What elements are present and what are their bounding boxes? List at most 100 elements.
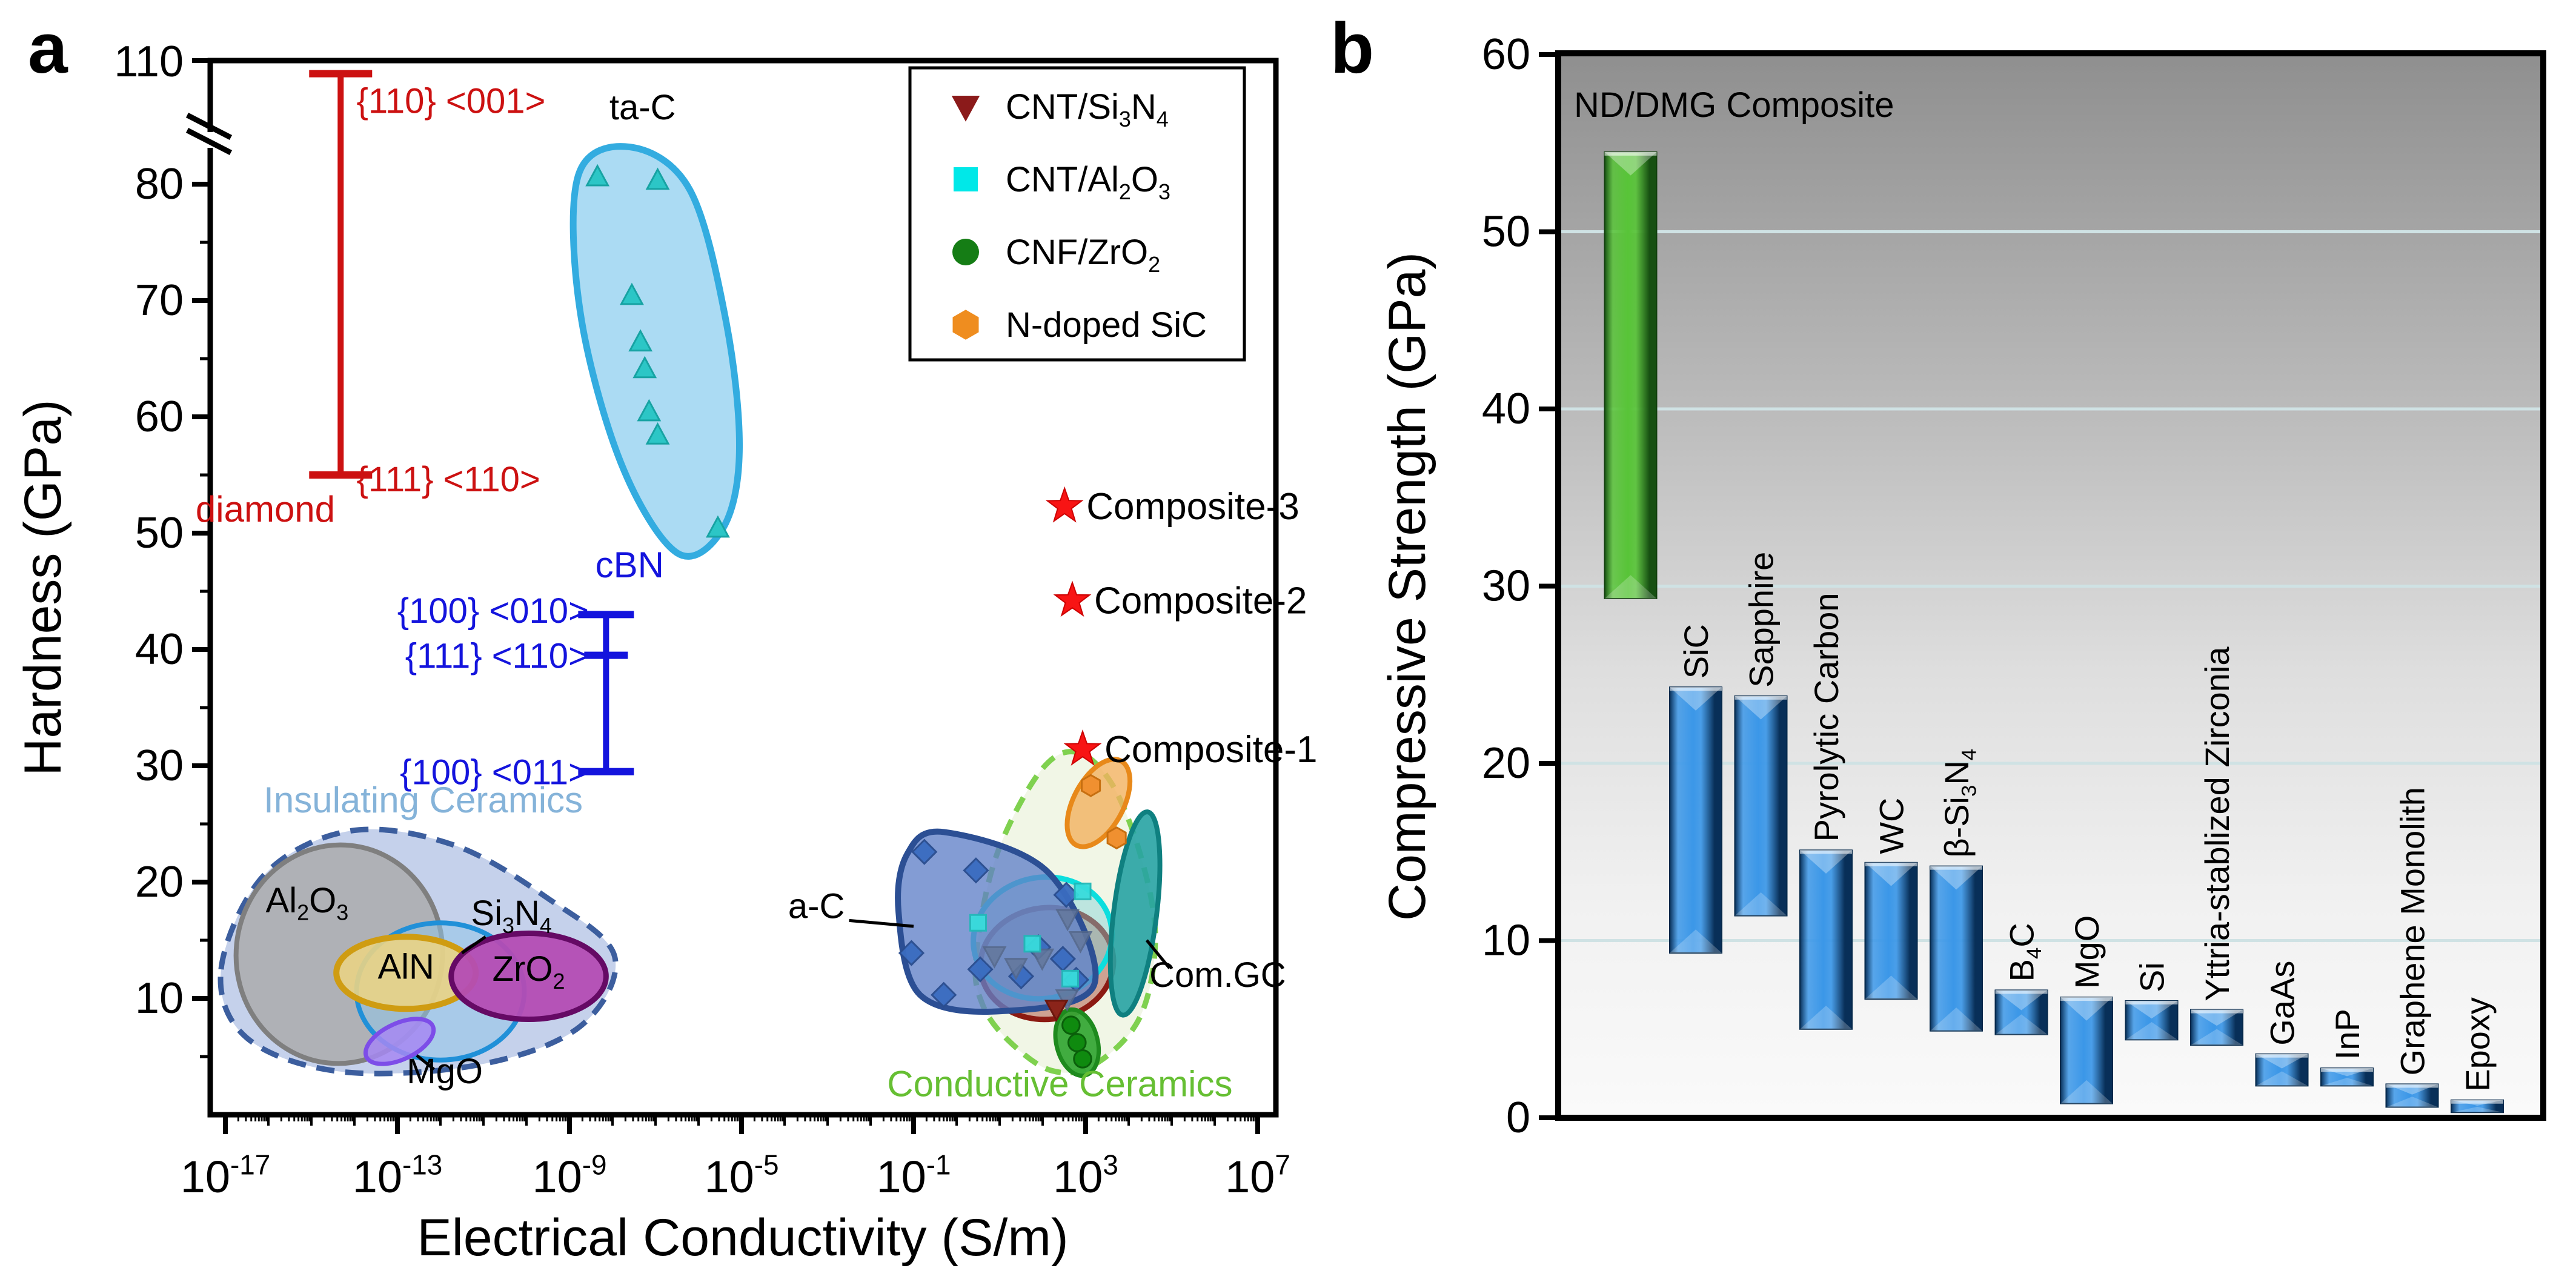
legend-label: CNF/ZrO2	[1006, 233, 1160, 277]
triangle-down-marker	[982, 946, 1007, 969]
y-tick-label: 50	[135, 509, 184, 557]
triangle-up-marker	[628, 329, 653, 352]
y-tick-label: 40	[1482, 385, 1530, 433]
bar-mgo	[2060, 997, 2113, 1104]
triangle-up-marker	[620, 282, 644, 305]
legend-label: CNT/Al2O3	[1006, 160, 1170, 204]
bar-si	[2125, 1000, 2179, 1041]
x-tick-label: 10-9	[532, 1149, 606, 1202]
bar-label: Yttria-stablized Zirconia	[2198, 646, 2236, 1001]
y-tick-label: 40	[135, 625, 184, 674]
bar-wc	[1864, 861, 1918, 1000]
diamond-bottom-label: {111} <110>	[357, 460, 540, 499]
star-label: Composite-2	[1094, 580, 1307, 622]
circle-marker	[1067, 1033, 1087, 1052]
region-label: AlN	[377, 947, 434, 986]
panel-a-legend: CNT/Si3N4 CNT/Al2O3 CNF/ZrO2 N-doped SiC	[908, 66, 1246, 362]
label-pointer-line	[1145, 939, 1171, 969]
bar-label: Pyrolytic Carbon	[1807, 593, 1845, 842]
star-label: Composite-1	[1104, 729, 1317, 771]
region-label: MgO	[407, 1052, 483, 1091]
bar-label: Si	[2133, 962, 2171, 992]
region-label: Com.GC	[1149, 955, 1286, 995]
diamond-marker	[911, 838, 938, 865]
x-tick-label: 10-1	[876, 1149, 951, 1202]
cBN-bottom-label: {100} <011>	[400, 753, 589, 792]
bar-label: InP	[2328, 1009, 2366, 1060]
region-ZrO2	[448, 930, 609, 1023]
triangle-down-marker	[1055, 909, 1080, 932]
region-label: ta-C	[609, 88, 676, 127]
label-pointer-line	[849, 918, 914, 928]
x-tick-label: 103	[1053, 1149, 1118, 1202]
panel-b-y-axis-title: Compressive Strength (GPa)	[1378, 252, 1436, 921]
region-ta-C-region	[569, 143, 743, 560]
x-tick-label: 10-17	[181, 1149, 271, 1202]
region-label: Al2O3	[266, 881, 349, 925]
diamond-marker	[931, 981, 957, 1008]
bar--si-3-n-4-	[1930, 865, 1983, 1032]
y-tick-label: 30	[1482, 562, 1530, 611]
star-label: Composite-3	[1086, 486, 1299, 528]
bar-sic	[1669, 686, 1722, 954]
hexagon-marker	[952, 310, 979, 340]
bar-gaas	[2255, 1053, 2309, 1087]
y-tick-label: 60	[135, 393, 184, 441]
y-tick-label: 0	[1506, 1094, 1530, 1142]
triangle-up-marker	[637, 399, 662, 422]
triangle-up-marker	[632, 356, 657, 379]
circle-marker	[1073, 1049, 1092, 1069]
x-tick-label: 10-5	[704, 1149, 778, 1202]
region-MgO	[363, 1017, 436, 1066]
triangle-down-marker	[1044, 1000, 1069, 1023]
bar-label: β-Si3N4	[1937, 749, 1980, 858]
diamond-marker	[967, 956, 994, 983]
label-pointer-line	[461, 935, 486, 955]
bar-nd-dmg-composite	[1604, 151, 1658, 599]
y-tick-label: 20	[135, 858, 184, 906]
triangle-down-marker	[951, 96, 980, 122]
legend-label: N-doped SiC	[1006, 305, 1207, 345]
axis-break-slash	[185, 112, 233, 141]
circle-marker	[952, 239, 979, 265]
bar-label: Graphene Monolith	[2394, 787, 2432, 1075]
bar-label: Sapphire	[1742, 552, 1781, 688]
diamond-marker	[898, 940, 925, 966]
region-label: a-C	[788, 887, 845, 926]
bar-label: ND/DMG Composite	[1574, 85, 1894, 125]
bar-graphene-monolith	[2385, 1083, 2439, 1108]
bar-label: MgO	[2068, 915, 2106, 989]
triangle-down-marker	[1068, 931, 1093, 954]
circle-marker	[1061, 1015, 1081, 1035]
bar-label: GaAs	[2263, 961, 2302, 1046]
star-composite-1	[1063, 729, 1102, 766]
y-tick-label: 50	[1482, 208, 1530, 256]
diamond-marker	[963, 857, 989, 884]
square-marker	[1061, 969, 1079, 988]
triangle-up-marker	[645, 422, 670, 445]
bar-b-4-c	[1994, 989, 2048, 1035]
bar-pyrolytic-carbon	[1799, 849, 1853, 1030]
panel-b-letter: b	[1330, 8, 1374, 88]
bar-label: SiC	[1677, 624, 1715, 679]
y-tick-label: 20	[1482, 739, 1530, 788]
hexagon-marker	[1106, 826, 1127, 850]
panel-a-scatter-chart: 10 20 30 40 50 60 70 80 110 10-17 10-13 10-9 10-5 10-…	[114, 38, 1317, 1202]
square-marker	[969, 914, 987, 932]
bar-label: Epoxy	[2458, 997, 2497, 1092]
y-tick-label: 80	[135, 160, 184, 208]
panel-b-bar-chart: ND/DMG Composite SiC Sapphire Pyrolytic Car…	[1482, 30, 2546, 1142]
panel-a-y-axis-title: Hardness (GPa)	[14, 399, 72, 775]
cBN-name-label: cBN	[596, 545, 664, 585]
diamond-name-label: diamond	[196, 489, 335, 529]
triangle-up-marker	[706, 515, 730, 538]
square-marker	[1023, 935, 1041, 953]
diamond-top-label: {110} <001>	[357, 81, 546, 121]
triangle-down-marker	[1030, 948, 1055, 971]
y-tick-label: 70	[135, 276, 184, 325]
triangle-up-marker	[585, 164, 610, 187]
bar-sapphire	[1734, 695, 1788, 917]
region-label: Insulating Ceramics	[264, 780, 583, 820]
